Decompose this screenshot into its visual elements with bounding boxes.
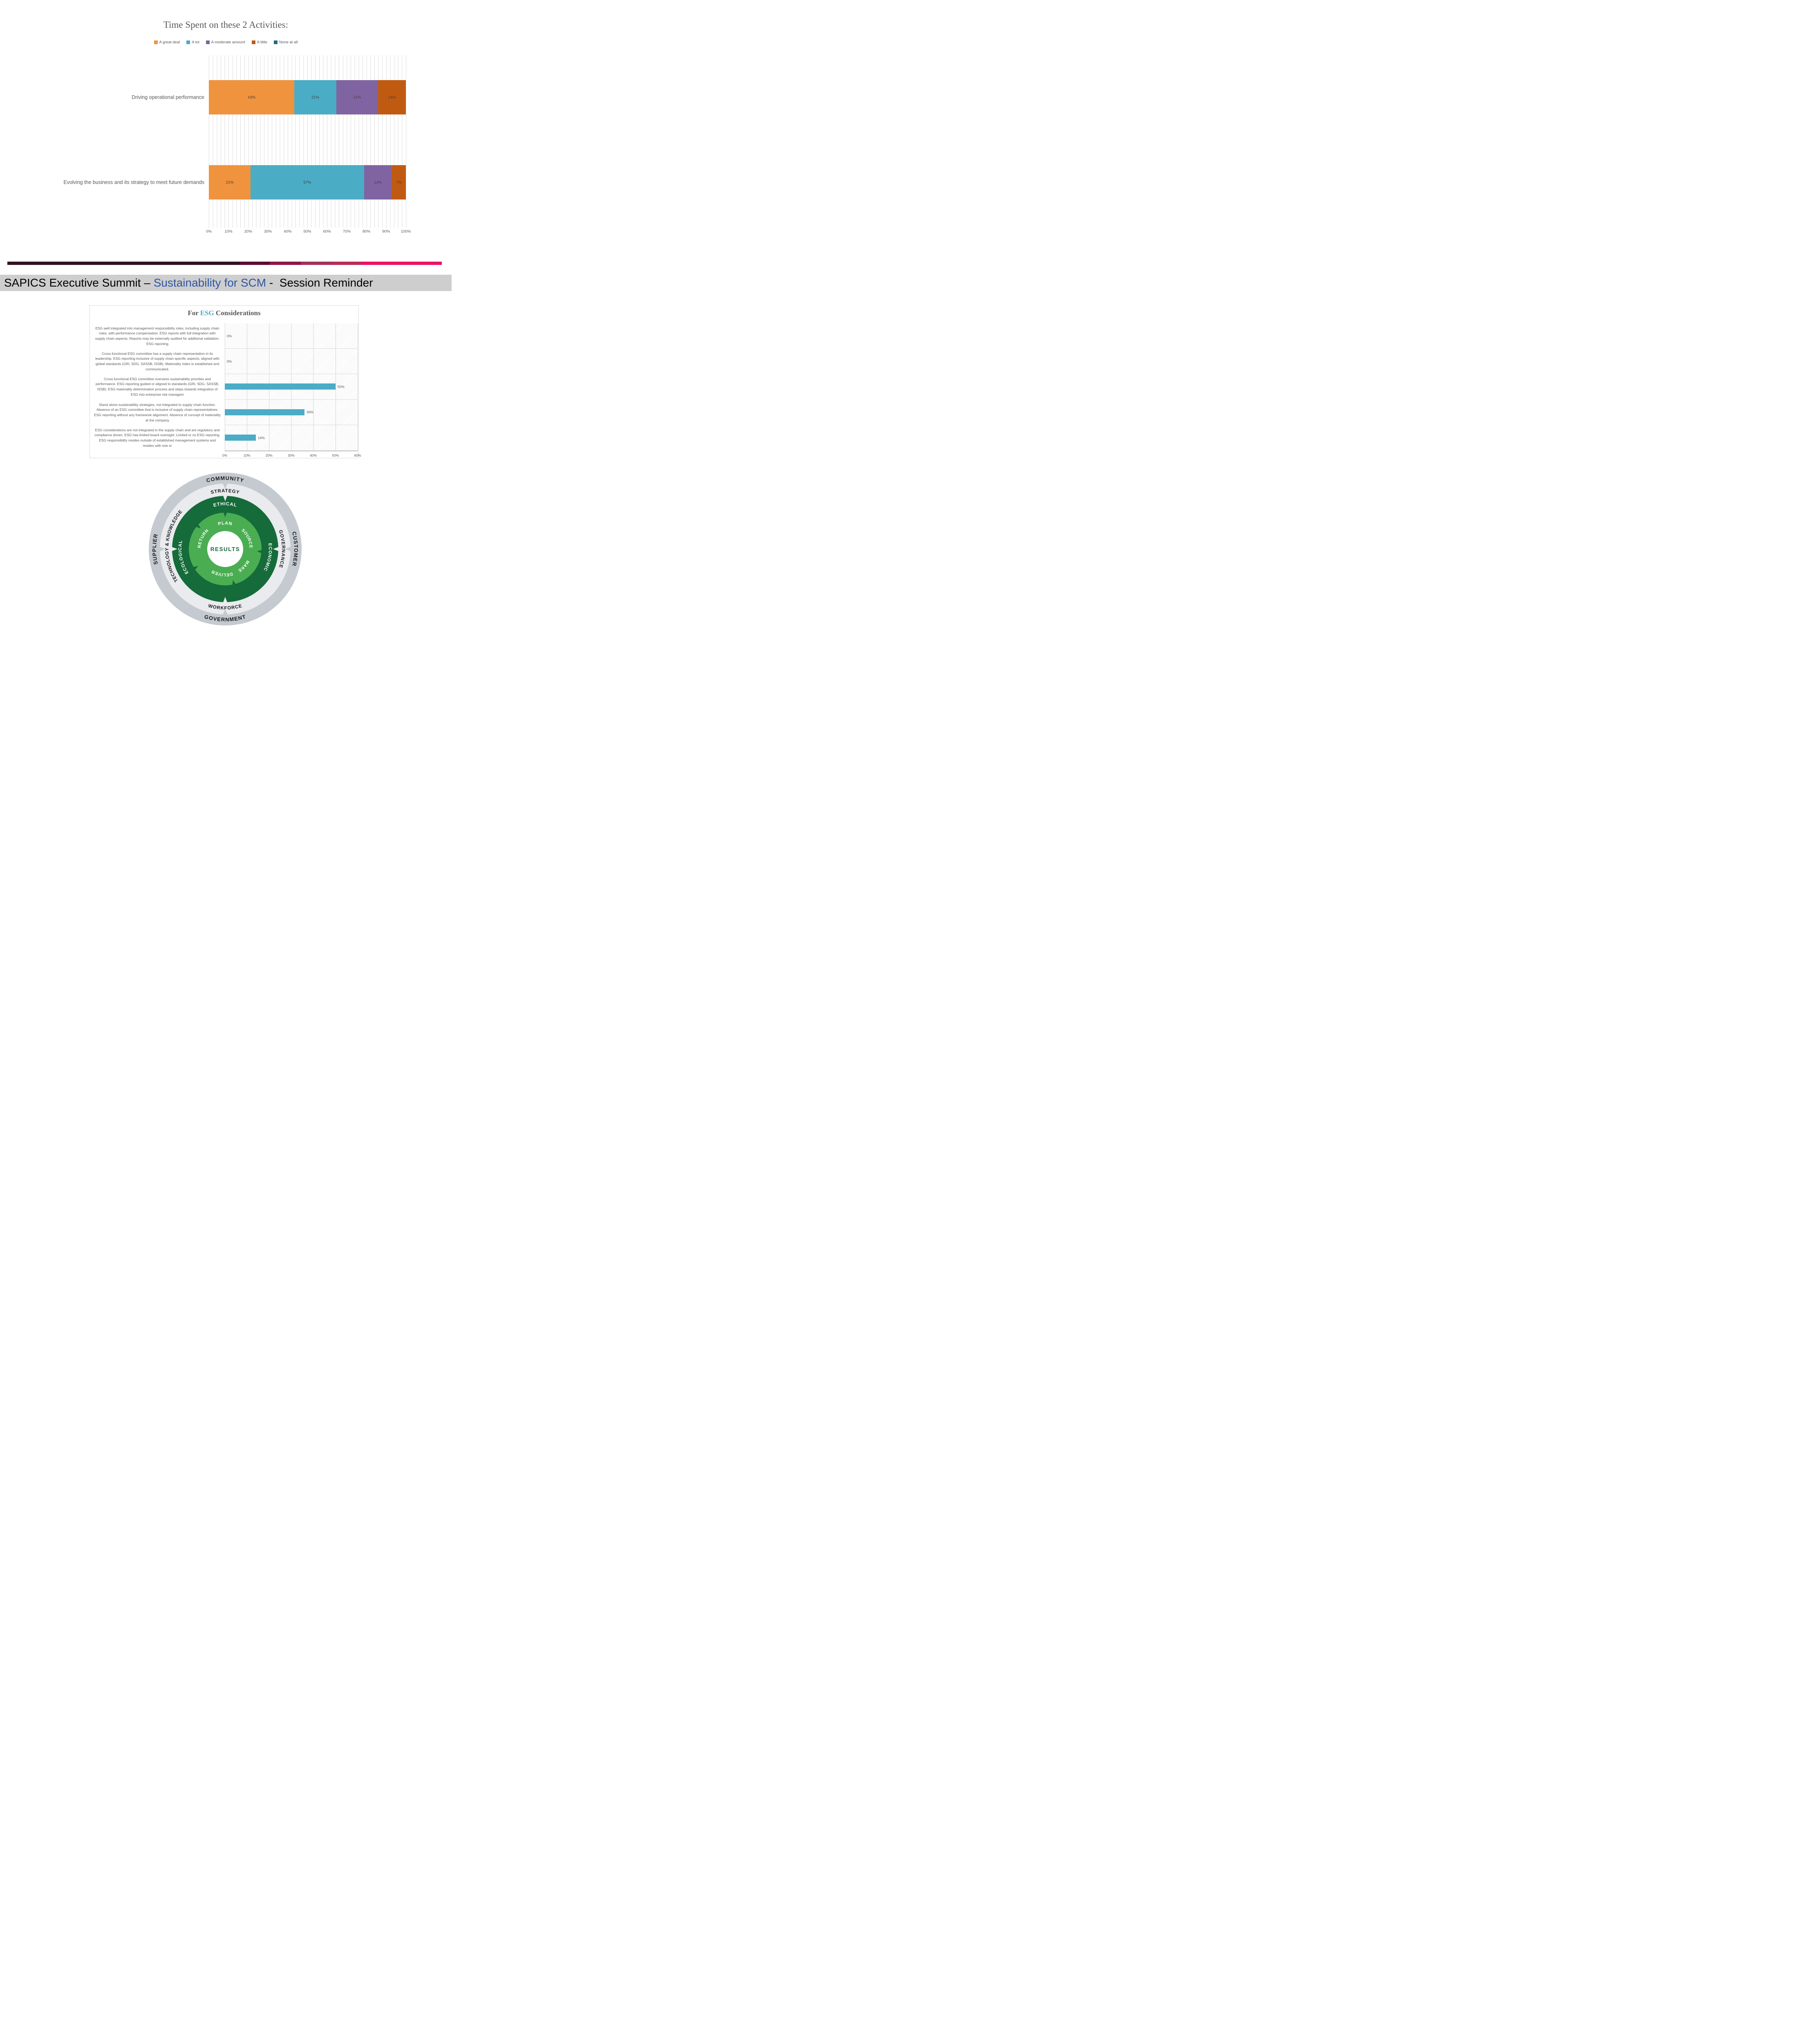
x-axis-tick: 10% <box>224 229 233 234</box>
wheel-center-label: RESULTS <box>210 546 240 552</box>
bar-segment: 14% <box>364 165 392 199</box>
x-axis-tick: 50% <box>332 453 339 457</box>
x-axis-tick: 40% <box>310 453 317 457</box>
stacked-bar-evolving-the-business: 21% 57% 14% 7% <box>209 165 406 199</box>
legend-swatch <box>274 40 278 44</box>
legend-label: A moderate amount <box>211 40 245 45</box>
segment-value-label: 21% <box>311 95 319 100</box>
scor-esg-wheel-diagram: COMMUNITY CUSTOMER GOVERNMENT SUPPLIER S… <box>149 473 302 625</box>
segment-value-label: 14% <box>374 180 382 185</box>
segment-value-label: 7% <box>396 180 402 185</box>
legend-item: A great deal <box>154 40 180 45</box>
x-axis-tick: 60% <box>323 229 331 234</box>
segment-value-label: 57% <box>303 180 311 185</box>
legend-label: A great deal <box>159 40 180 45</box>
wheel-label-strategy: STRATEGY <box>210 489 240 495</box>
x-axis-tick: 70% <box>342 229 351 234</box>
wheel-label-ethical: ETHICAL <box>213 502 237 508</box>
legend-item: A moderate amount <box>206 40 245 45</box>
x-axis-tick: 20% <box>244 229 252 234</box>
esg-chart-title: For ESG Considerations <box>90 309 358 317</box>
legend-label: A lot <box>192 40 199 45</box>
esg-category-label: ESG well integrated into management resp… <box>95 326 220 346</box>
esg-bar <box>225 383 336 390</box>
ring-notch-markers <box>159 482 292 616</box>
esg-bar-row: 0% <box>225 349 358 374</box>
bar-segment: 43% <box>209 80 295 114</box>
banner-highlight-text: Sustainability for SCM <box>153 276 266 289</box>
bar-segment: 21% <box>294 80 336 114</box>
x-axis-tick: 40% <box>284 229 292 234</box>
legend-swatch <box>186 40 190 44</box>
esg-plot-area: 0% 0% 50% 36% 14% <box>225 323 358 451</box>
gradient-divider <box>7 262 442 265</box>
esg-value-label: 14% <box>257 435 265 440</box>
x-axis-tick: 100% <box>401 229 411 234</box>
esg-category-label: Cross functional ESG committee oversees … <box>96 377 219 397</box>
esg-bar-row: 50% <box>225 374 358 400</box>
x-axis-tick: 30% <box>287 453 295 457</box>
esg-chart-panel: For ESG Considerations ESG well integrat… <box>90 305 361 458</box>
bar-segment: 7% <box>392 165 406 199</box>
time-chart-plot-area: 43% 21% 21% 14% 21% 57% 14% 7% <box>209 55 406 228</box>
esg-value-label: 36% <box>307 410 314 415</box>
segment-value-label: 21% <box>353 95 361 100</box>
segment-value-label: 43% <box>248 95 256 100</box>
x-axis-tick: 10% <box>243 453 251 457</box>
esg-bar-row: 0% <box>225 323 358 349</box>
time-chart-title: Time Spent on these 2 Activities: <box>163 20 289 30</box>
legend-label: None at all <box>279 40 298 45</box>
esg-value-label: 50% <box>337 384 345 389</box>
banner-text: SAPICS Executive Summit – <box>4 276 154 289</box>
legend-item: A little <box>251 40 268 45</box>
wheel-label-community: COMMUNITY <box>206 475 245 484</box>
category-label: Evolving the business and its strategy t… <box>63 179 204 185</box>
esg-value-label: 0% <box>227 334 232 338</box>
slide-page: Time Spent on these 2 Activities: A grea… <box>0 0 452 639</box>
bar-segment: 57% <box>251 165 364 199</box>
x-axis-tick: 30% <box>264 229 272 234</box>
bar-segment: 14% <box>378 80 406 114</box>
x-axis-tick: 60% <box>354 453 361 457</box>
legend-item: A lot <box>186 40 199 45</box>
legend-label: A little <box>257 40 268 45</box>
esg-bar <box>225 435 256 441</box>
category-label: Driving operational performance <box>132 94 204 100</box>
bar-segment: 21% <box>209 165 251 199</box>
x-axis-tick: 90% <box>382 229 390 234</box>
wheel-label-customer: CUSTOMER <box>291 531 299 567</box>
esg-category-label: Cross functional ESG committee has a sup… <box>95 351 219 371</box>
esg-title-highlight: ESG <box>200 309 214 317</box>
esg-title-text: For <box>188 309 200 317</box>
time-chart-legend: A great deal A lot A moderate amount A l… <box>0 40 452 45</box>
esg-category-label: Stand alone sustainability strategies, n… <box>94 402 221 422</box>
x-axis-tick: 0% <box>206 229 212 234</box>
session-reminder-banner: SAPICS Executive Summit – Sustainability… <box>0 275 452 291</box>
segment-value-label: 14% <box>388 95 396 100</box>
esg-value-label: 0% <box>227 359 232 363</box>
esg-bar <box>225 409 304 415</box>
x-axis-tick: 0% <box>222 453 228 457</box>
stacked-bar-driving-operational-performance: 43% 21% 21% 14% <box>209 80 406 114</box>
wheel-label-supplier: SUPPLIER <box>151 533 159 565</box>
x-axis-tick: 50% <box>303 229 311 234</box>
wheel-label-workforce: WORKFORCE <box>208 603 243 611</box>
segment-value-label: 21% <box>226 180 234 185</box>
esg-bar-row: 36% <box>225 400 358 425</box>
esg-category-label: ESG considerations are not integrated in… <box>94 428 220 448</box>
banner-text: - Session Reminder <box>266 276 373 289</box>
legend-swatch <box>251 40 255 44</box>
x-axis-tick: 20% <box>265 453 273 457</box>
legend-item: None at all <box>274 40 298 45</box>
esg-title-text: Considerations <box>214 309 261 317</box>
wheel-label-government: GOVERNMENT <box>204 614 246 623</box>
bar-segment: 21% <box>336 80 378 114</box>
legend-swatch <box>154 40 158 44</box>
x-axis-tick: 80% <box>363 229 371 234</box>
esg-bar-row: 14% <box>225 425 358 450</box>
wheel-center-circle <box>207 531 243 567</box>
legend-swatch <box>206 40 210 44</box>
